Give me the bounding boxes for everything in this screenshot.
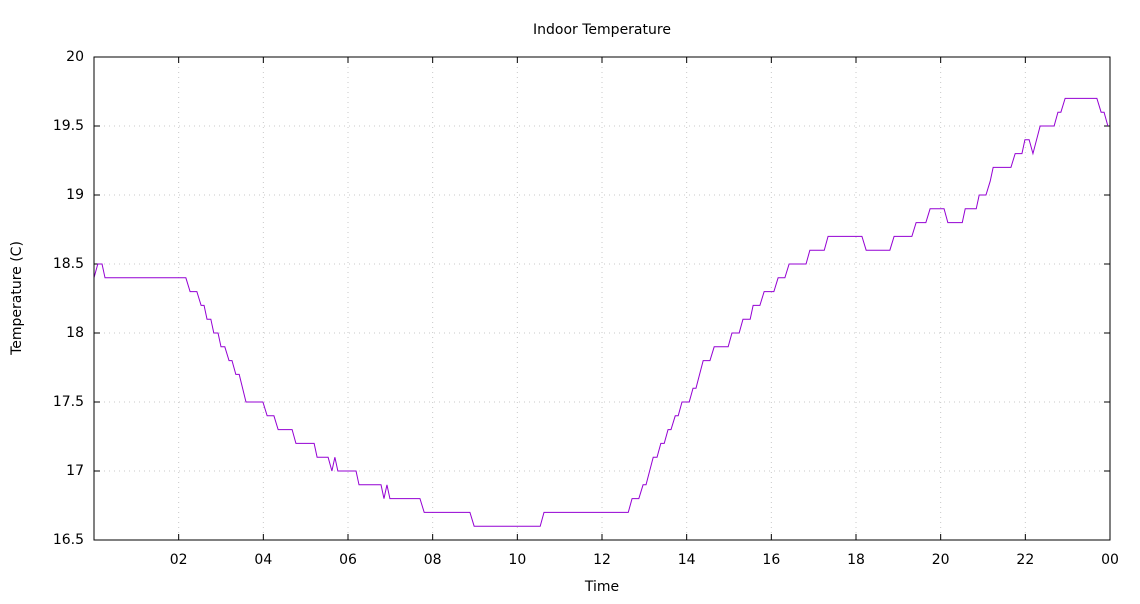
x-tick-label: 06 [339, 552, 357, 568]
y-tick-label: 17 [66, 463, 84, 479]
x-axis-label: Time [584, 579, 619, 595]
x-tick-label: 18 [847, 552, 865, 568]
x-tick-label: 02 [170, 552, 188, 568]
x-tick-label: 14 [678, 552, 696, 568]
x-tick-label: 20 [932, 552, 950, 568]
plot-border [93, 56, 1111, 541]
y-tick-label: 19.5 [53, 118, 84, 134]
y-axis-label: Temperature (C) [9, 241, 25, 356]
y-tick-label: 17.5 [53, 394, 84, 410]
y-tick-label: 20 [66, 49, 84, 65]
x-tick-label: 16 [762, 552, 780, 568]
chart-title: Indoor Temperature [533, 22, 671, 38]
y-tick-label: 18 [66, 325, 84, 341]
x-tick-label: 04 [254, 552, 272, 568]
x-tick-label: 12 [593, 552, 611, 568]
x-tick-label: 08 [424, 552, 442, 568]
data-line [93, 97, 1109, 527]
x-tick-label: 22 [1016, 552, 1034, 568]
x-tick-label: 00 [1101, 552, 1119, 568]
y-tick-label: 16.5 [53, 532, 84, 548]
y-tick-label: 19 [66, 187, 84, 203]
y-tick-label: 18.5 [53, 256, 84, 272]
x-tick-label: 10 [508, 552, 526, 568]
